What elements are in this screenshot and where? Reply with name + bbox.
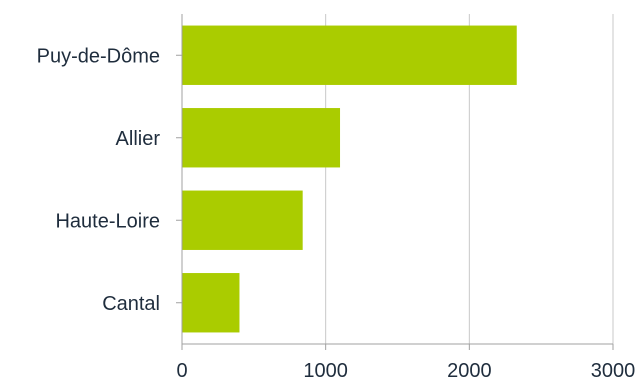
category-labels: Puy-de-Dôme Allier Haute-Loire Cantal [37, 45, 161, 315]
category-label: Haute-Loire [55, 210, 160, 232]
x-tick-label: 0 [176, 360, 187, 382]
axes [176, 14, 614, 350]
bar-allier [182, 108, 341, 168]
bar-puy-de-d-me [182, 25, 517, 85]
bar-haute-loire [182, 190, 303, 250]
x-tick-label: 3000 [591, 360, 636, 382]
x-tick-label: 2000 [447, 360, 492, 382]
category-label: Puy-de-Dôme [37, 45, 160, 67]
x-tick-label: 1000 [303, 360, 348, 382]
category-label: Cantal [102, 293, 160, 315]
category-label: Allier [116, 128, 161, 150]
x-tick-labels: 0 1000 2000 3000 [176, 360, 635, 382]
bar-cantal [182, 273, 240, 333]
bars [182, 25, 517, 333]
